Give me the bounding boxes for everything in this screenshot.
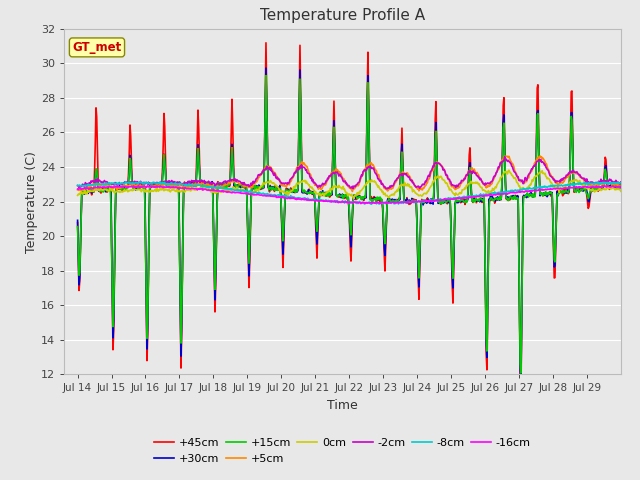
Line: -16cm: -16cm (77, 186, 621, 204)
-16cm (617, 184, 625, 190)
+30cm (265, 185, 273, 191)
-16cm (285, 195, 293, 201)
Line: +45cm: +45cm (77, 43, 621, 393)
+5cm (74, 187, 81, 192)
-8cm (74, 182, 81, 188)
-2cm (264, 166, 272, 172)
Line: +30cm: +30cm (77, 68, 621, 382)
-8cm (238, 188, 246, 193)
Line: -8cm: -8cm (77, 182, 621, 204)
0cm (406, 184, 413, 190)
-8cm (122, 179, 129, 185)
+5cm (138, 183, 145, 189)
+30cm (285, 187, 293, 193)
+5cm (536, 153, 544, 159)
0cm (285, 192, 292, 197)
0cm (617, 189, 625, 194)
-8cm (437, 196, 445, 202)
-2cm (501, 154, 509, 159)
+5cm (264, 165, 272, 171)
Text: GT_met: GT_met (72, 41, 122, 54)
-16cm (406, 199, 414, 204)
+45cm (436, 201, 444, 206)
-2cm (617, 179, 625, 185)
+30cm (138, 184, 145, 190)
+15cm (265, 187, 273, 193)
0cm (237, 186, 245, 192)
+15cm (436, 201, 444, 206)
+30cm (617, 185, 625, 191)
-16cm (357, 201, 365, 206)
0cm (138, 189, 145, 194)
+15cm (138, 184, 145, 190)
+15cm (617, 183, 625, 189)
+45cm (406, 198, 413, 204)
Y-axis label: Temperature (C): Temperature (C) (25, 151, 38, 252)
+45cm (265, 184, 273, 190)
+30cm (517, 379, 525, 385)
-2cm (406, 176, 413, 182)
Line: +15cm: +15cm (77, 75, 621, 373)
+5cm (285, 181, 292, 187)
+45cm (262, 40, 270, 46)
+30cm (262, 65, 270, 71)
Line: +5cm: +5cm (77, 156, 621, 192)
-16cm (437, 197, 445, 203)
-8cm (367, 201, 375, 207)
-2cm (436, 162, 444, 168)
+15cm (285, 188, 293, 194)
+30cm (436, 199, 444, 204)
0cm (505, 168, 513, 173)
-16cm (138, 183, 146, 189)
+45cm (237, 183, 245, 189)
Legend: +45cm, +30cm, +15cm, +5cm, 0cm, -2cm, -8cm, -16cm: +45cm, +30cm, +15cm, +5cm, 0cm, -2cm, -8… (150, 433, 535, 468)
-2cm (74, 183, 81, 189)
Line: -2cm: -2cm (77, 156, 621, 189)
0cm (74, 192, 81, 198)
-16cm (238, 191, 246, 196)
+45cm (617, 183, 625, 189)
-16cm (265, 193, 273, 199)
+15cm (237, 182, 245, 188)
+5cm (406, 173, 413, 179)
+45cm (138, 184, 145, 190)
-2cm (285, 180, 292, 186)
-16cm (134, 183, 142, 189)
+15cm (262, 72, 270, 78)
Line: 0cm: 0cm (77, 170, 621, 199)
+30cm (74, 217, 81, 223)
+30cm (237, 183, 245, 189)
-16cm (74, 186, 81, 192)
X-axis label: Time: Time (327, 399, 358, 412)
Title: Temperature Profile A: Temperature Profile A (260, 9, 425, 24)
0cm (350, 196, 358, 202)
-8cm (285, 195, 293, 201)
-8cm (617, 180, 625, 185)
+45cm (74, 220, 81, 226)
-2cm (383, 186, 391, 192)
+45cm (285, 187, 293, 192)
0cm (264, 180, 272, 185)
+30cm (406, 198, 413, 204)
-8cm (138, 180, 146, 185)
-2cm (237, 180, 245, 186)
0cm (436, 174, 444, 180)
+45cm (517, 390, 525, 396)
+5cm (237, 180, 245, 186)
+15cm (74, 224, 81, 229)
-8cm (406, 199, 414, 205)
+15cm (406, 199, 413, 205)
+5cm (349, 189, 356, 194)
-2cm (138, 181, 145, 187)
+5cm (436, 161, 444, 167)
+15cm (517, 370, 525, 376)
+5cm (617, 183, 625, 189)
-8cm (265, 192, 273, 197)
